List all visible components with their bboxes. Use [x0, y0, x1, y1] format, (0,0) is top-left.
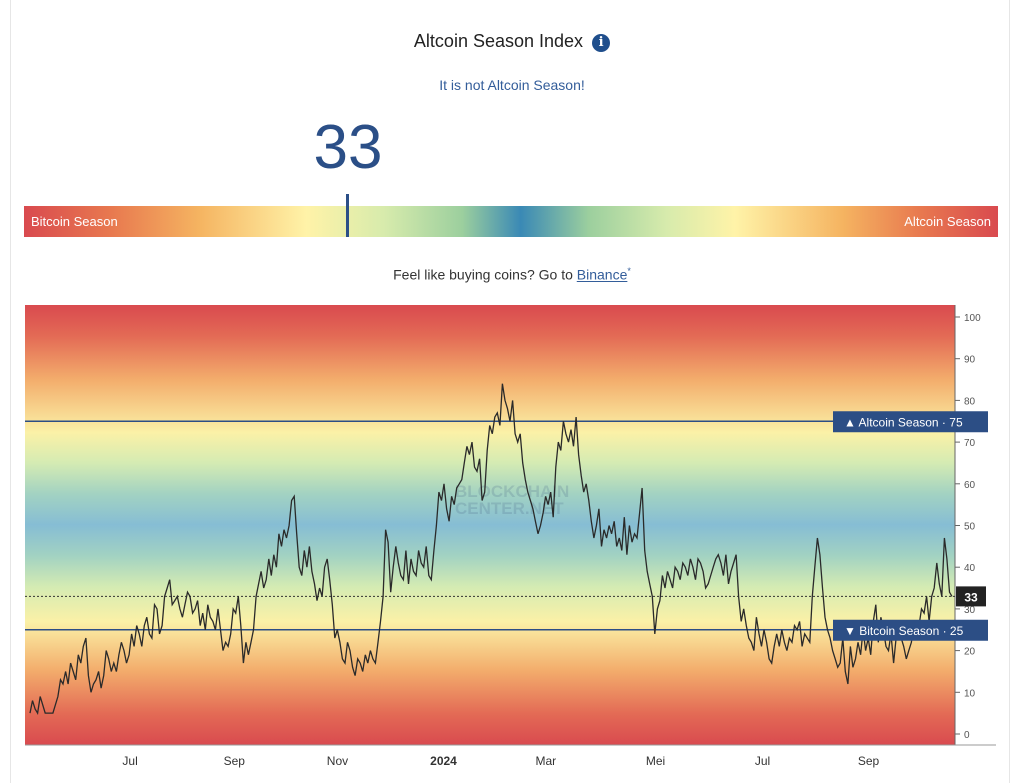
season-gauge: Bitcoin Season Altcoin Season: [24, 194, 998, 237]
y-tick-label-70: 70: [964, 438, 976, 449]
y-tick-label-90: 90: [964, 355, 976, 366]
reference-label-text-25: ▼ Bitcoin Season · 25: [844, 624, 964, 638]
y-tick-label-60: 60: [964, 480, 976, 491]
x-tick-label-7: Sep: [858, 754, 880, 768]
reference-label-box-25: [833, 619, 988, 641]
x-tick-label-2: Nov: [327, 754, 348, 768]
season-status: It is not Altcoin Season!: [439, 77, 585, 93]
y-tick-label-100: 100: [964, 313, 981, 324]
info-icon[interactable]: i: [592, 34, 611, 52]
current-value-label: 33: [964, 590, 978, 604]
gauge-left-label: Bitcoin Season: [31, 214, 118, 229]
x-tick-label-3: 2024: [430, 754, 457, 768]
reference-label-25: ▼ Bitcoin Season · 25: [833, 619, 988, 641]
current-value-badge: [956, 586, 986, 607]
y-tick-label-20: 20: [964, 647, 976, 658]
reference-label-75: ▲ Altcoin Season · 75: [833, 411, 988, 433]
promo-line: Feel like buying coins? Go to Binance*: [0, 266, 1024, 283]
x-tick-label-6: Jul: [755, 754, 770, 768]
y-tick-label-40: 40: [964, 563, 976, 574]
y-tick-label-30: 30: [964, 605, 976, 616]
binance-link[interactable]: Binance: [576, 266, 628, 283]
reference-label-text-75: ▲ Altcoin Season · 75: [844, 415, 963, 429]
content-frame: [10, 0, 1010, 783]
x-tick-label-5: Mei: [646, 754, 665, 768]
chart-watermark-2: CENTER.NET: [455, 499, 564, 518]
y-tick-label-10: 10: [964, 688, 976, 699]
y-axis-panel: [955, 305, 996, 745]
gauge-marker: [346, 194, 349, 237]
index-value: 33: [313, 113, 383, 182]
y-tick-label-80: 80: [964, 396, 976, 407]
index-series-line: [29, 383, 953, 715]
promo-text: Feel like buying coins? Go to: [393, 266, 577, 283]
x-tick-label-4: Mar: [535, 754, 556, 768]
x-tick-label-0: Jul: [122, 754, 137, 768]
chart-background: [25, 305, 955, 745]
page-title: Altcoin Season Index: [413, 31, 584, 51]
index-title-row: Altcoin Season Index i: [0, 31, 1024, 52]
reference-label-box-75: [833, 411, 988, 433]
gauge-right-label: Altcoin Season: [904, 214, 991, 229]
x-tick-label-1: Sep: [224, 754, 246, 768]
y-tick-label-0: 0: [964, 730, 970, 741]
y-tick-label-50: 50: [964, 522, 976, 533]
promo-mark: *: [627, 266, 631, 276]
